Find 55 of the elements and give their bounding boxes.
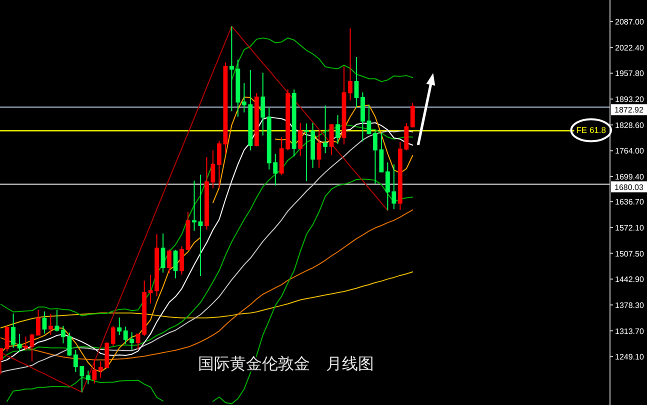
y-tick-label: 1442.90 — [615, 275, 644, 284]
candlestick — [192, 180, 196, 232]
y-tick-label: 2087.00 — [615, 18, 644, 27]
y-tick-label: 1828.60 — [615, 120, 644, 130]
candlestick — [48, 313, 53, 336]
candlestick — [160, 232, 166, 274]
candlestick — [36, 309, 40, 336]
candlestick — [316, 130, 322, 168]
candlestick — [180, 246, 184, 276]
candlestick — [173, 249, 178, 279]
y-tick-label: 2022.40 — [615, 43, 644, 52]
candlestick — [342, 66, 346, 145]
y-tick-label: 1957.80 — [615, 69, 644, 78]
candlestick — [348, 28, 352, 101]
candlestick — [11, 312, 16, 348]
y-tick-label: 1764.00 — [615, 146, 644, 156]
candlestick — [42, 310, 47, 334]
candlestick — [329, 123, 334, 156]
candlestick — [254, 92, 259, 147]
y-tick-label: 1378.30 — [615, 300, 644, 310]
y-tick-label: 1507.50 — [615, 249, 644, 258]
candlestick — [354, 56, 359, 108]
candlestick — [92, 358, 97, 384]
candlestick — [186, 211, 190, 250]
y-tick-label: 1572.10 — [615, 223, 644, 232]
candlestick — [30, 333, 34, 362]
candlestick — [110, 325, 116, 346]
candlestick — [336, 114, 340, 144]
line-series — [0, 271, 414, 328]
line-series — [0, 26, 388, 393]
candlestick — [167, 248, 172, 274]
y-tick-label: 1893.20 — [615, 95, 644, 104]
y-tick-label: 1699.40 — [615, 172, 644, 182]
candlestick — [117, 316, 122, 336]
candlestick — [24, 336, 28, 351]
candlestick — [323, 105, 328, 154]
ref-line-label: FE 61.8 — [576, 125, 606, 136]
y-tick-label: 1636.70 — [615, 198, 644, 207]
y-tick-label: 1249.10 — [615, 352, 644, 362]
candlestick — [198, 174, 203, 276]
candlestick — [360, 92, 365, 142]
ref-line-label: 1680.03 — [614, 182, 644, 192]
candlestick — [298, 122, 303, 156]
candlestick — [410, 102, 415, 128]
candlestick — [86, 370, 90, 385]
candlestick — [204, 156, 209, 230]
ref-line-label: 1872.92 — [614, 106, 644, 115]
candlestick — [54, 309, 60, 332]
y-tick-label: 1313.70 — [615, 326, 644, 336]
candlestick — [210, 150, 216, 189]
candlestick — [292, 89, 296, 157]
candlestick — [260, 72, 266, 136]
candlestick — [4, 325, 10, 352]
candlestick — [366, 104, 372, 135]
candlestick — [17, 333, 22, 352]
